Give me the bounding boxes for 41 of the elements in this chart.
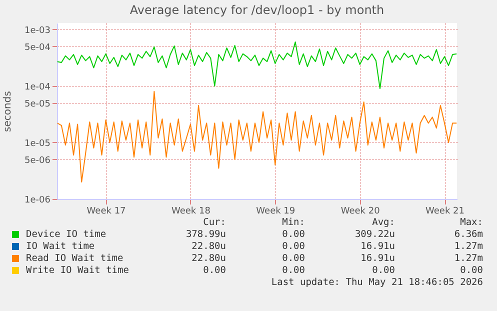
text: Avg: (371, 217, 395, 229)
text: 0.00 (281, 241, 305, 253)
text: 6.36m (453, 229, 483, 241)
y-tick-label: 1e-06 (24, 196, 51, 206)
y-tick-label: 1e-03 (24, 26, 50, 36)
x-tick-label: Week 21 (426, 206, 464, 216)
x-tick-label: Week 19 (256, 206, 296, 216)
text: 0.00 (202, 265, 226, 277)
text: 0.00 (459, 265, 483, 277)
text: 378.99u (184, 229, 226, 241)
y-tick-label: 5e-05 (24, 99, 50, 110)
text: 309.22u (354, 229, 395, 241)
text: 1.27m (453, 241, 483, 253)
y-tick-label: 1e-04 (24, 82, 51, 92)
text: Max: (459, 217, 483, 229)
x-tick-label: Week 17 (86, 206, 126, 216)
text: 1.27m (453, 253, 483, 265)
y-axis-title: seconds (2, 91, 14, 132)
text: 22.80u (190, 253, 226, 265)
text: 0.00 (281, 229, 305, 241)
legend-label: IO Wait time (26, 241, 96, 253)
y-tick-label: 5e-04 (24, 42, 51, 53)
text: Min: (281, 217, 305, 229)
line-series (57, 90, 457, 182)
legend-label: Device IO time (26, 229, 108, 241)
text: 22.80u (190, 241, 226, 253)
line-series (57, 41, 457, 90)
text: Last update: Thu May 21 18:46:05 2026 (270, 277, 483, 289)
text: 0.00 (281, 265, 305, 277)
text: Cur: (202, 217, 226, 229)
text: 16.91u (360, 241, 395, 253)
x-tick-label: Week 18 (171, 206, 211, 216)
chart-title: Average latency for /dev/loop1 - by month (130, 3, 384, 17)
text: 0.00 (281, 253, 305, 265)
text: 0.00 (371, 265, 395, 277)
y-tick-label: 5e-06 (24, 156, 51, 166)
text: 16.91u (360, 253, 395, 265)
legend-label: Read IO Wait time (26, 253, 124, 265)
x-tick-label: Week 20 (340, 206, 380, 216)
y-tick-label: 1e-05 (24, 138, 50, 149)
legend-label: Write IO Wait time (26, 265, 130, 277)
